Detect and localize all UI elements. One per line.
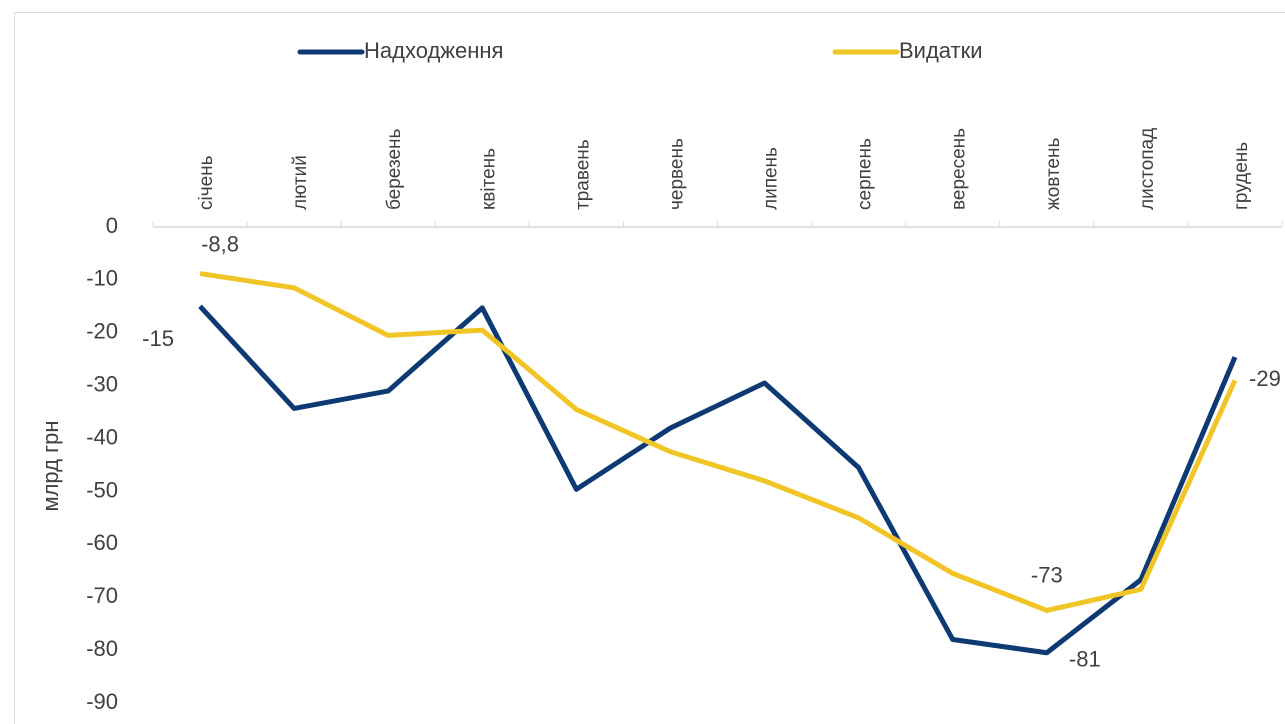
- y-tick-label: -80: [86, 636, 118, 661]
- x-tick-label: листопад: [1137, 128, 1158, 210]
- x-tick-label: жовтень: [1043, 137, 1064, 210]
- y-tick-label: -20: [86, 319, 118, 344]
- data-label: -73: [1031, 562, 1063, 587]
- legend-label: Надходження: [364, 38, 503, 63]
- x-tick-label: січень: [196, 155, 217, 210]
- legend-label: Видатки: [899, 38, 983, 63]
- x-tick-label: червень: [666, 138, 687, 210]
- y-tick-label: -70: [86, 583, 118, 608]
- y-tick-label: -60: [86, 530, 118, 555]
- series-line: [198, 304, 1238, 656]
- y-tick-label: -40: [86, 424, 118, 449]
- y-tick-label: -90: [86, 689, 118, 714]
- x-tick-label: липень: [761, 147, 782, 210]
- data-label: -29: [1249, 366, 1281, 391]
- data-label: -15: [142, 326, 174, 351]
- x-tick-label: лютий: [290, 155, 311, 210]
- x-tick-label: серпень: [855, 138, 876, 210]
- y-tick-label: 0: [106, 213, 118, 238]
- y-tick-label: -30: [86, 371, 118, 396]
- y-tick-label: -50: [86, 477, 118, 502]
- y-tick-label: -10: [86, 266, 118, 291]
- data-label: -8,8: [201, 231, 239, 256]
- data-label: -81: [1069, 647, 1101, 672]
- x-tick-label: квітень: [478, 148, 499, 210]
- y-axis-label: млрд грн: [38, 420, 63, 511]
- x-tick-label: вересень: [949, 128, 970, 210]
- x-tick-label: травень: [572, 139, 593, 210]
- x-tick-label: грудень: [1231, 142, 1252, 210]
- series-line: [199, 271, 1238, 613]
- x-tick-label: березень: [384, 128, 405, 210]
